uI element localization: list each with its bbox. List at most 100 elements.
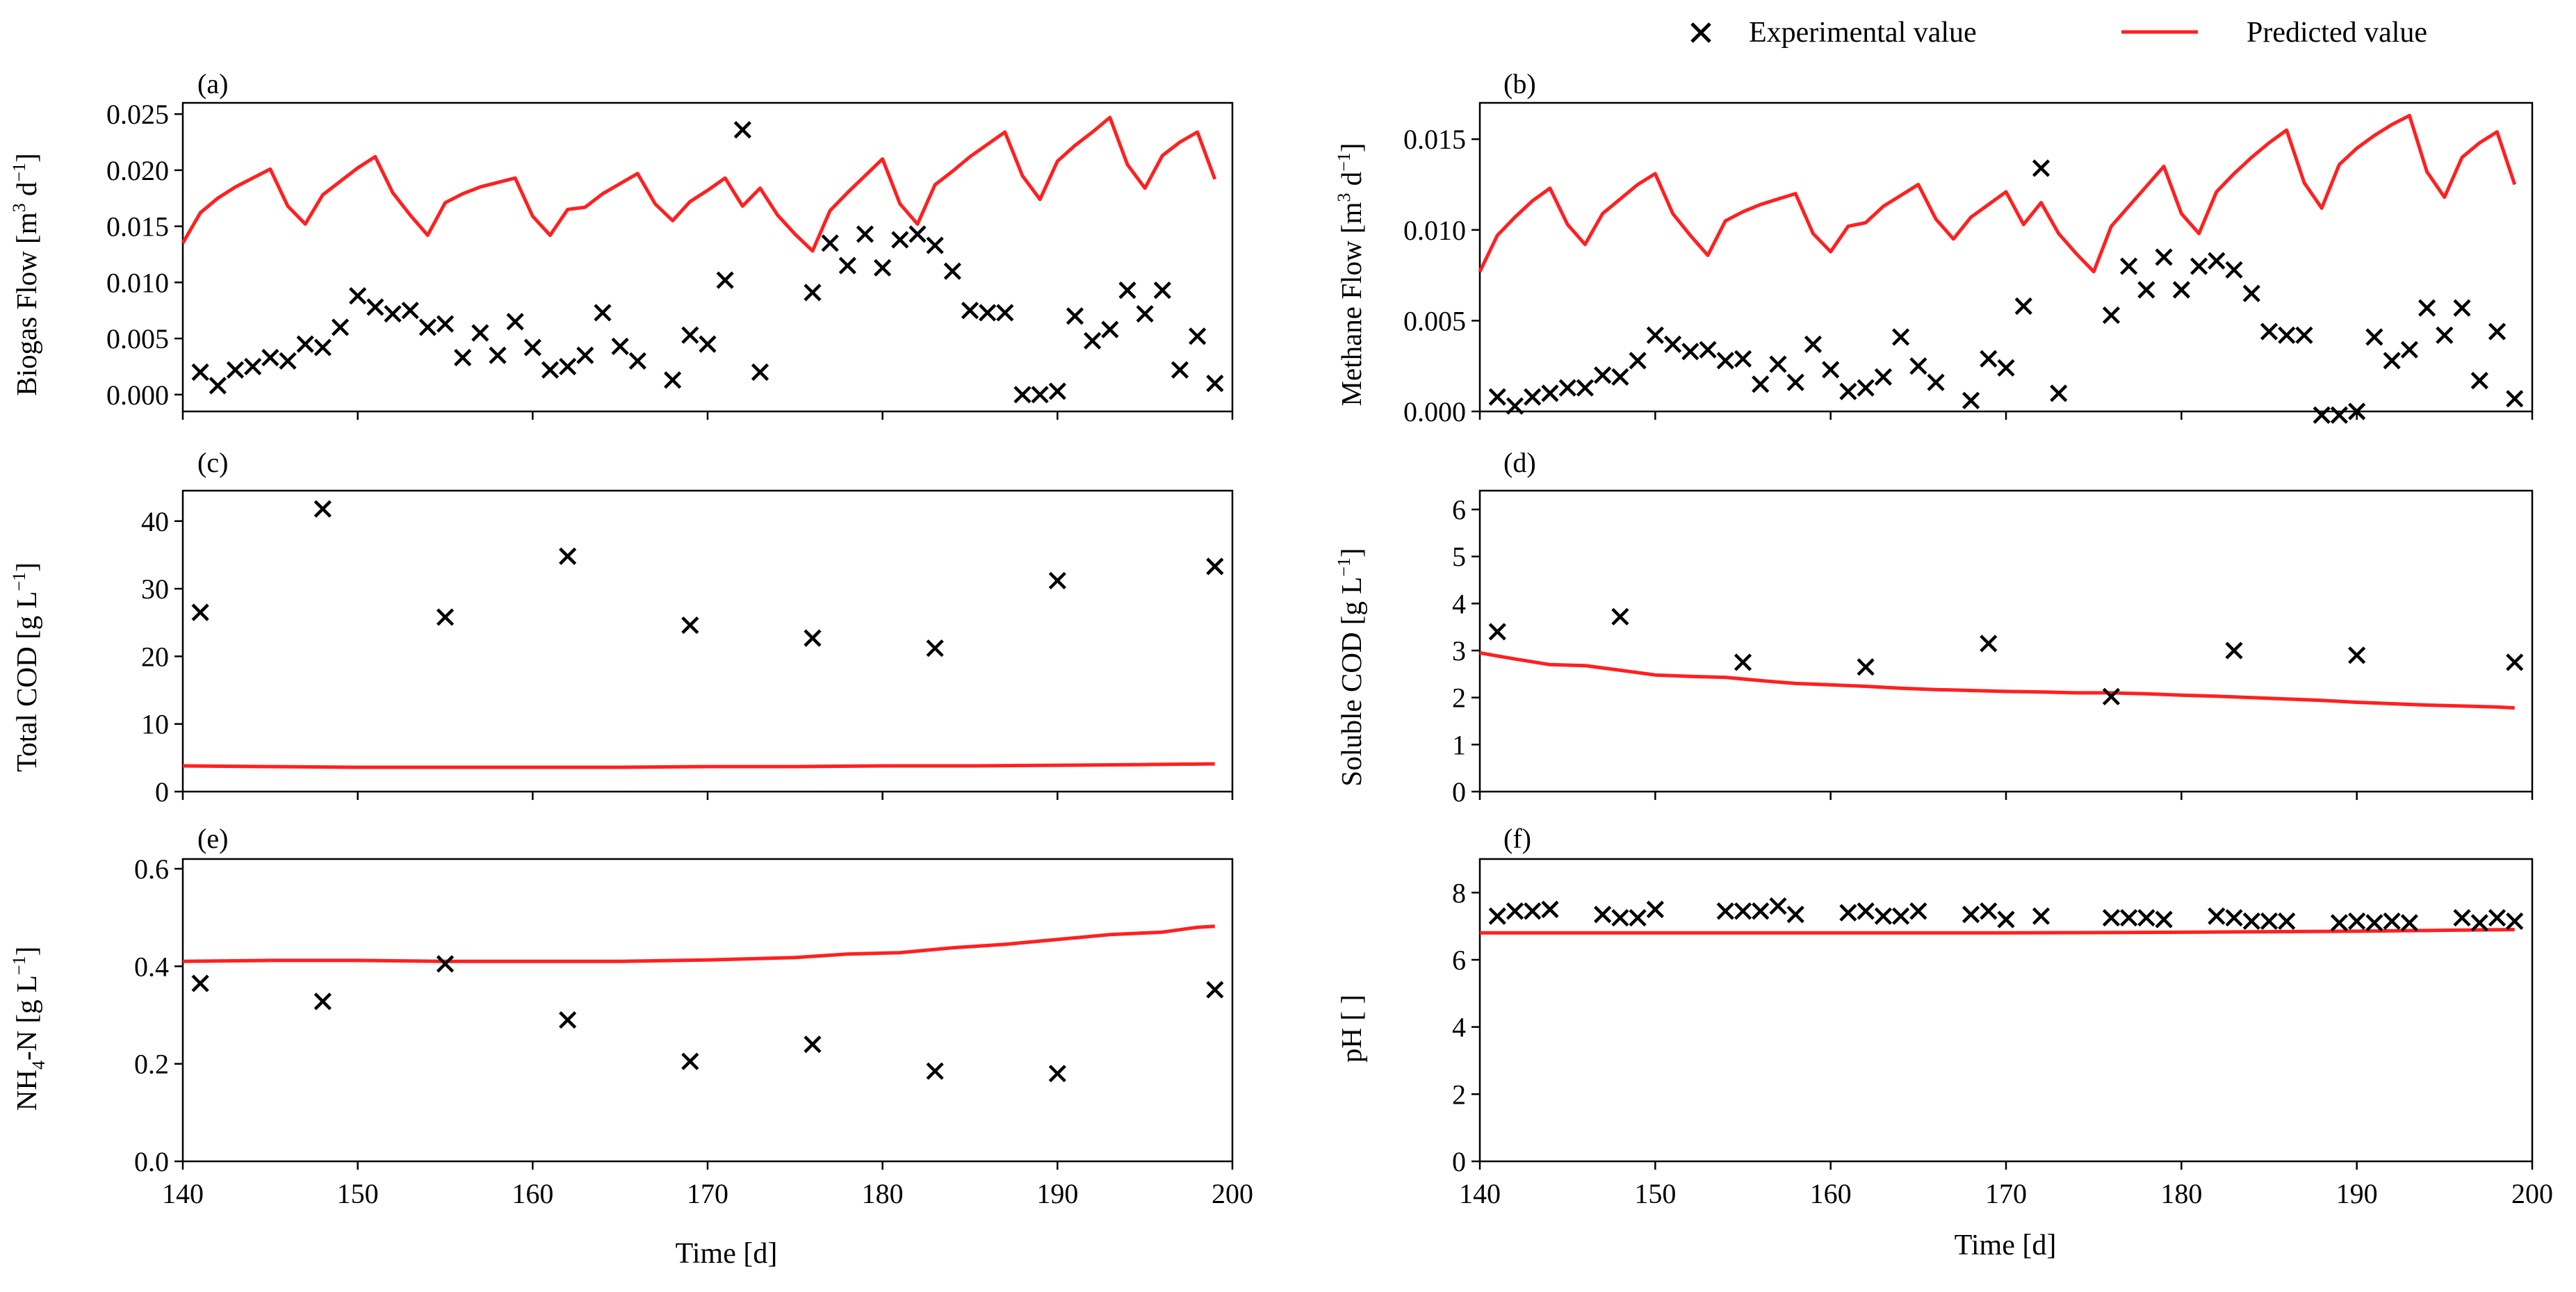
marker-stroke: [2120, 908, 2138, 927]
experimental-point: [2032, 159, 2051, 177]
experimental-point: [1716, 902, 1734, 920]
marker-stroke: [2313, 406, 2331, 424]
y-tick-label: 0.005: [1403, 305, 1466, 336]
marker-stroke: [1541, 900, 1559, 919]
y-tick-label: 0.000: [106, 379, 169, 411]
marker-stroke: [2225, 641, 2243, 660]
experimental-point: [2155, 248, 2173, 266]
experimental-point: [1541, 384, 1559, 402]
experimental-point: [1786, 373, 1804, 391]
marker-stroke: [1048, 1065, 1066, 1083]
y-tick-label: 40: [141, 506, 169, 537]
experimental-point: [2506, 390, 2524, 408]
experimental-point: [2278, 326, 2296, 344]
y-tick-label: 0.025: [106, 99, 169, 130]
experimental-point: [1734, 350, 1752, 368]
marker-stroke: [2348, 646, 2366, 664]
experimental-point: [331, 318, 350, 336]
y-tick-label: 5: [1452, 541, 1466, 573]
marker-stroke: [2242, 284, 2260, 302]
y-tick-label: 0.020: [106, 155, 169, 186]
marker-stroke: [1980, 350, 1998, 368]
experimental-point: [1997, 359, 2015, 377]
marker-stroke: [2102, 687, 2120, 705]
experimental-point: [1822, 361, 1840, 379]
experimental-point: [681, 326, 699, 344]
experimental-point: [1769, 897, 1787, 915]
experimental-point: [1786, 906, 1804, 924]
marker-stroke: [1048, 571, 1066, 590]
experimental-point: [716, 271, 734, 289]
experimental-point: [2453, 299, 2471, 317]
experimental-point: [261, 348, 279, 367]
marker-stroke: [838, 256, 856, 275]
plot-frame: [181, 489, 1234, 793]
experimental-point: [401, 302, 419, 320]
experimental-point: [2050, 384, 2068, 402]
marker-stroke: [226, 361, 245, 379]
experimental-point: [751, 363, 769, 382]
experimental-point: [2208, 252, 2226, 270]
marker-stroke: [2120, 257, 2138, 275]
y-tick-label: 6: [1452, 494, 1466, 525]
marker-stroke: [1927, 373, 1945, 391]
experimental-point: [2172, 281, 2190, 299]
experimental-point: [874, 259, 892, 277]
experimental-point: [2418, 299, 2436, 317]
panel-d: (d) Soluble COD [g L−1] 0 1 2 3 4 5 6: [1334, 447, 2534, 808]
experimental-point: [226, 361, 245, 379]
marker-stroke: [366, 298, 384, 316]
experimental-point: [506, 313, 524, 331]
panel-label: (f): [1503, 823, 1531, 854]
experimental-point: [804, 284, 822, 302]
marker-stroke: [1611, 607, 1629, 625]
experimental-point: [1101, 320, 1119, 338]
marker-stroke: [1874, 907, 1892, 925]
marker-stroke: [1153, 281, 1171, 300]
experimental-point: [1804, 335, 1823, 353]
predicted-line: [1478, 113, 2517, 274]
experimental-point: [1909, 902, 1927, 920]
marker-stroke: [279, 352, 297, 370]
experimental-point: [2313, 406, 2331, 424]
experimental-point: [2330, 914, 2349, 932]
marker-stroke: [2137, 281, 2155, 299]
y-tick-label: 2: [1452, 682, 1466, 714]
marker-stroke: [1663, 335, 1682, 353]
experimental-point: [594, 304, 612, 322]
marker-stroke: [2032, 159, 2051, 177]
marker-stroke: [628, 352, 646, 370]
experimental-point: [2032, 907, 2051, 925]
y-axis-label: Soluble COD [g L−1]: [1334, 548, 1367, 786]
experimental-point: [2278, 912, 2296, 931]
marker-stroke: [2155, 248, 2173, 266]
marker-stroke: [1734, 902, 1752, 920]
experimental-point: [2488, 322, 2506, 341]
marker-stroke: [943, 262, 961, 280]
predicted-line: [182, 924, 1215, 963]
experimental-point: [1048, 571, 1066, 590]
marker-stroke: [804, 629, 822, 647]
experimental-point: [2260, 322, 2279, 341]
marker-stroke: [209, 377, 227, 395]
experimental-point: [2470, 914, 2488, 932]
marker-stroke: [1839, 903, 1857, 922]
legend-x-marker: [1690, 22, 1711, 43]
experimental-point: [1980, 635, 1998, 653]
marker-stroke: [664, 371, 682, 389]
plot-frame: [1478, 858, 2534, 1163]
marker-stroke: [2436, 326, 2454, 344]
marker-stroke: [1769, 897, 1787, 915]
marker-stroke: [821, 234, 839, 252]
marker-stroke: [1629, 352, 1647, 370]
y-axis-label: Methane Flow [m3 d−1]: [1334, 143, 1367, 407]
y-tick-label: 4: [1452, 588, 1466, 619]
marker-stroke: [2014, 297, 2032, 316]
marker-stroke: [1206, 557, 1224, 575]
marker-stroke: [2470, 914, 2488, 932]
experimental-point: [926, 236, 944, 254]
marker-stroke: [996, 304, 1014, 322]
experimental-point: [523, 338, 541, 357]
experimental-point: [1646, 900, 1664, 919]
marker-stroke: [489, 346, 507, 364]
